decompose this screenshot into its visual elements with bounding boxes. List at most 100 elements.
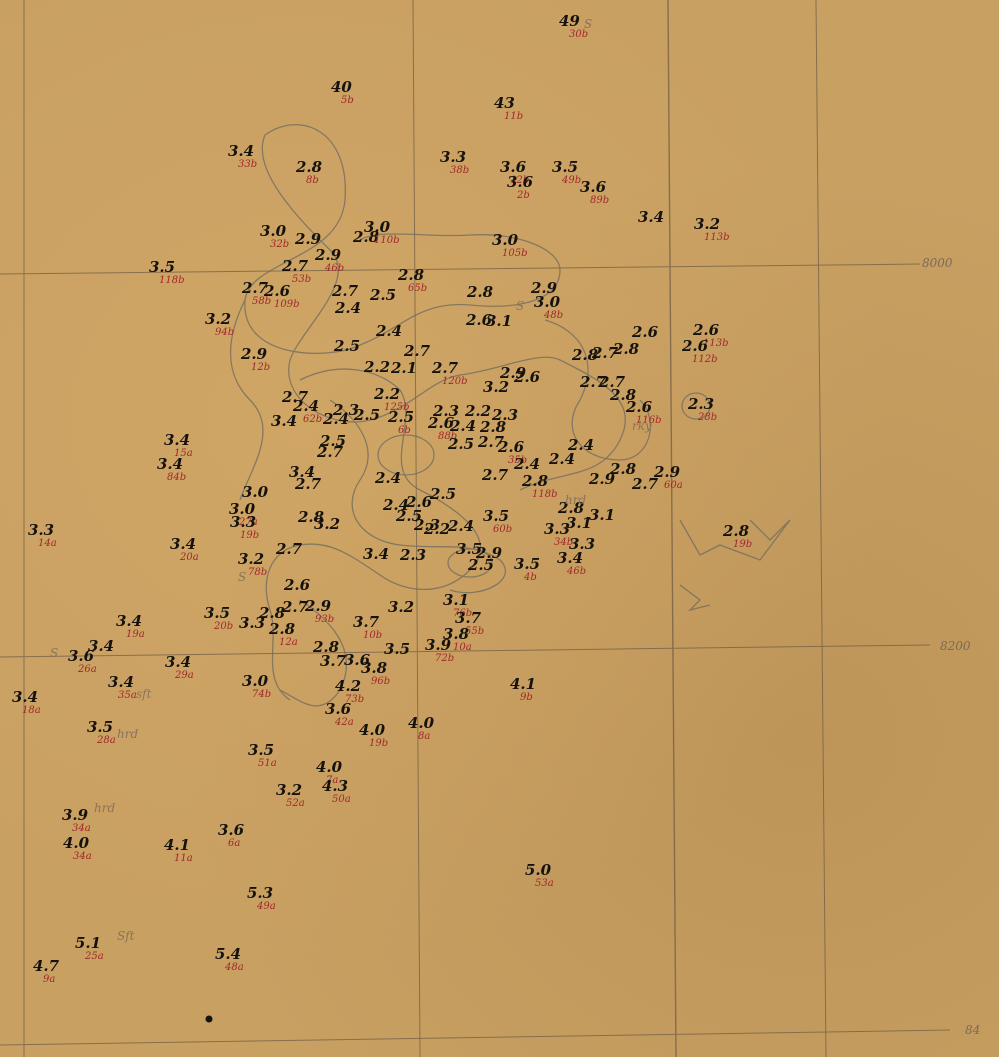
pencil-note: hrd [94, 801, 116, 815]
grid-line-h-8400 [0, 1029, 951, 1046]
depth-sounding: 3.0 [364, 218, 391, 236]
depth-sounding: 3.5 [552, 158, 579, 176]
sample-note: 33b [238, 159, 258, 170]
sample-note: 12b [251, 362, 271, 373]
depth-sounding: 2.5 [448, 435, 475, 453]
depth-sounding: 2.8 [467, 283, 494, 301]
depth-sounding: 3.1 [589, 506, 616, 524]
sample-note: 6a [228, 838, 241, 849]
sample-note: 125b [384, 402, 410, 413]
depth-sounding: 3.4 [170, 535, 197, 553]
depth-sounding: 3.4 [116, 612, 143, 630]
depth-sounding: 3.4 [638, 208, 665, 226]
survey-track [229, 124, 791, 707]
depth-sounding: 3.4 [363, 545, 390, 563]
depth-sounding: 3.4 [271, 412, 298, 430]
depth-sounding: 2.3 [688, 395, 715, 413]
depth-sounding: 2.8 [480, 418, 507, 436]
sample-note: 49b [562, 175, 582, 186]
depth-sounding: 3.1 [443, 591, 470, 609]
grid-label-8200: 8200 [940, 639, 971, 653]
sample-note: 12a [279, 637, 298, 648]
depth-sounding: 3.5 [384, 640, 411, 658]
sample-note: 60b [493, 524, 513, 535]
depth-sounding: 2.5 [320, 432, 347, 450]
pencil-note: hrd [117, 727, 139, 741]
sample-note: 84b [167, 472, 187, 483]
depth-sounding: 2.7 [282, 598, 309, 616]
depth-sounding: 2.9 [305, 597, 332, 615]
grid-line-v2 [412, 0, 421, 1057]
sample-note: 26a [78, 664, 97, 675]
depth-sounding: 2.9 [589, 470, 616, 488]
depth-sounding: 4.0 [63, 834, 90, 852]
depth-sounding: 49 [559, 12, 580, 30]
depth-sounding: 3.0 [229, 500, 256, 518]
depth-sounding: 2.4 [335, 299, 362, 317]
depth-sounding: 2.4 [375, 469, 402, 487]
sample-note: 8a [418, 731, 431, 742]
sample-note: 88b [438, 431, 458, 442]
depth-sounding: 2.3 [333, 401, 360, 419]
depth-sounding: 5.4 [215, 945, 242, 963]
sample-note: 28a [97, 735, 116, 746]
depth-sounding: 2.4 [450, 417, 477, 435]
depth-sounding: 5.0 [525, 861, 552, 879]
depth-sounding: 2.6 [514, 368, 541, 386]
depth-sounding: 2.8 [398, 266, 425, 284]
depth-sounding: 2.7 [242, 279, 269, 297]
sample-note: 73b [345, 694, 365, 705]
sample-note: 112b [692, 354, 718, 365]
depth-sounding: 2.4 [448, 517, 475, 535]
depth-sounding: 2.8 [269, 620, 296, 638]
depth-sounding: 3.9 [425, 636, 452, 654]
depth-sounding: 2.6 [626, 398, 653, 416]
sample-note: 55b [465, 626, 485, 637]
depth-sounding: 3.3 [569, 535, 596, 553]
sample-note: 53a [535, 878, 554, 889]
sample-note: 105b [502, 248, 528, 259]
depth-sounding: 2.4 [293, 397, 320, 415]
depth-sounding: 3.4 [108, 673, 135, 691]
depth-sounding: 3.1 [566, 514, 593, 532]
depth-sounding: 3.5 [248, 741, 275, 759]
depth-sounding: 3.2 [276, 781, 303, 799]
sample-note: 7a [326, 775, 339, 786]
pencil-note: S [584, 17, 593, 31]
depth-sounding: 3.0 [492, 231, 519, 249]
sample-note: 15a [174, 448, 193, 459]
sample-note: 60a [664, 480, 683, 491]
depth-sounding: 3.3 [28, 521, 55, 539]
depth-sounding: 3.4 [88, 637, 115, 655]
depth-sounding: 2.9 [476, 544, 503, 562]
sample-note: 118b [532, 489, 558, 500]
depth-sounding: 40 [331, 78, 352, 96]
sample-note: 34a [72, 823, 91, 834]
sample-note: 51a [258, 758, 277, 769]
depth-sounding: 3.4 [165, 653, 192, 671]
depth-sounding: 3.7 [320, 652, 347, 670]
grid-line-h-8000 [0, 263, 921, 275]
sample-note: 20a [180, 552, 199, 563]
sample-note: 11a [174, 853, 193, 864]
depth-sounding: 2.7 [404, 342, 431, 360]
depth-sounding: 2.8 [259, 604, 286, 622]
pencil-note: rky [632, 419, 652, 433]
depth-sounding: 4.0 [408, 714, 435, 732]
depth-sounding: 2.8 [558, 499, 585, 517]
depth-sounding: 2.7 [482, 466, 509, 484]
pencil-note: Sft [117, 929, 135, 943]
depth-sounding: 2.9 [500, 364, 527, 382]
depth-sounding: 2.9 [295, 230, 322, 248]
grid-label-8400: 84 [965, 1023, 981, 1037]
sample-note: 35a [118, 690, 137, 701]
depth-sounding: 3.3 [239, 614, 266, 632]
depth-sounding: 3.3 [440, 148, 467, 166]
sample-note: 34a [73, 851, 92, 862]
depth-sounding: 3.6 [68, 647, 95, 665]
depth-sounding: 2.8 [353, 228, 380, 246]
depth-sounding: 2.7 [295, 475, 322, 493]
sample-note: 11b [504, 111, 524, 122]
sample-note: 52a [286, 798, 305, 809]
depth-sounding: 2.4 [376, 322, 403, 340]
